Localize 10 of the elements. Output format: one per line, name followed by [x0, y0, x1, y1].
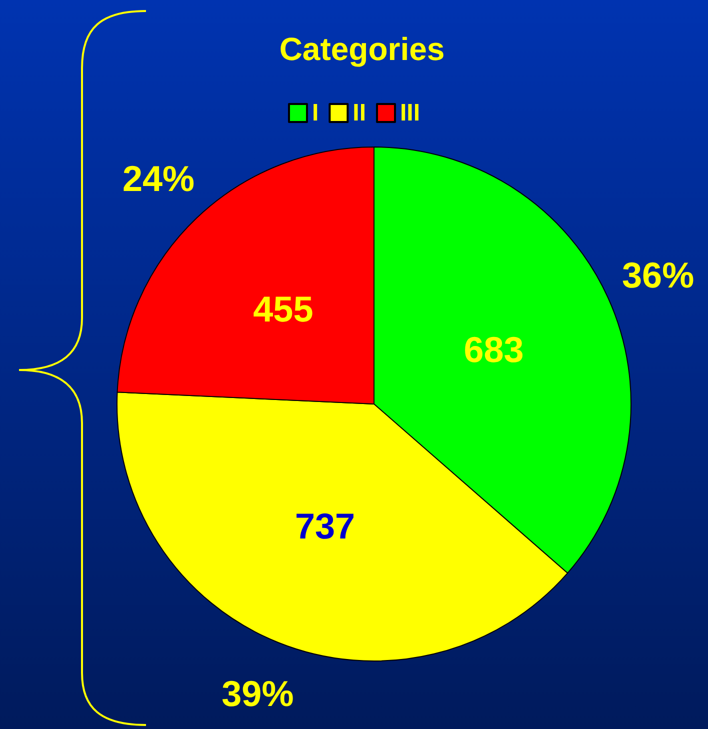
data-label: 737: [294, 506, 356, 547]
text: 39%: [222, 673, 294, 714]
text: 36%: [622, 254, 694, 296]
legend-label: II: [352, 100, 366, 126]
text: 24%: [122, 158, 195, 199]
data-label: 683: [464, 329, 524, 370]
legend-title: Categories: [279, 31, 445, 67]
legend-label: I: [312, 100, 319, 126]
legend-label: III: [400, 100, 420, 126]
data-label: 455: [253, 288, 314, 330]
